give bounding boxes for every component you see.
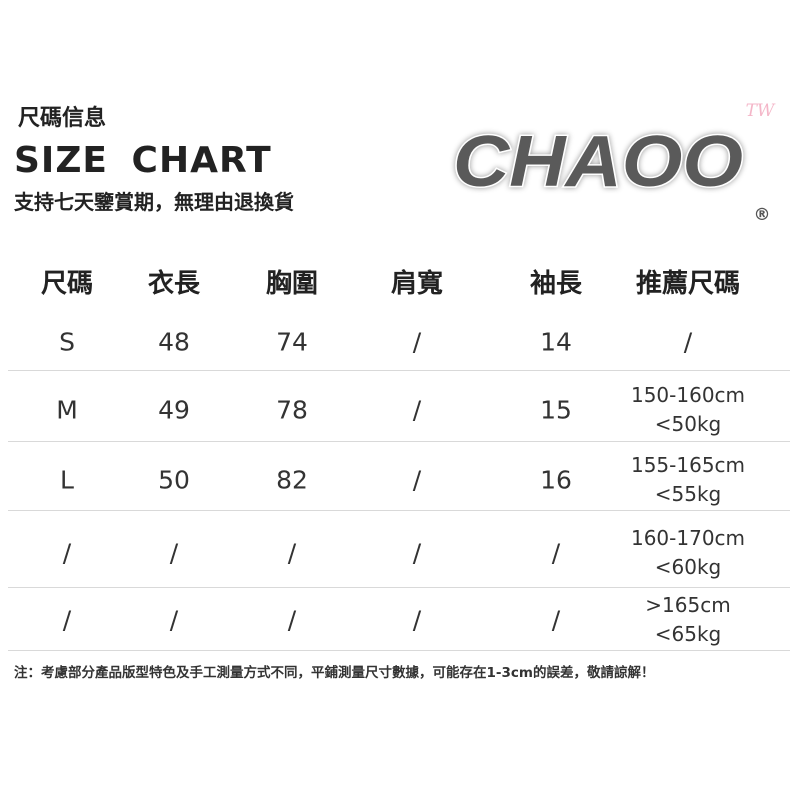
table-cell-sleeve: /	[551, 605, 561, 635]
row-divider	[8, 370, 790, 371]
table-cell-length: /	[169, 538, 179, 568]
table-cell-recommended: 155-165cm <55kg	[630, 453, 746, 506]
table-cell-sleeve: 16	[540, 465, 572, 495]
row-divider	[8, 650, 790, 651]
table-cell-length: /	[169, 605, 179, 635]
title-chinese: 尺碼信息	[18, 106, 107, 131]
column-header-length: 衣長	[147, 269, 201, 299]
table-cell-chest: 82	[276, 465, 308, 495]
column-header-size: 尺碼	[40, 269, 94, 299]
table-cell-chest: 78	[276, 395, 308, 425]
column-header-sleeve: 袖長	[529, 269, 583, 299]
table-cell-size: /	[62, 538, 72, 568]
table-cell-recommended: 160-170cm <60kg	[630, 526, 746, 579]
table-cell-size: M	[56, 395, 78, 425]
table-cell-chest: /	[287, 605, 297, 635]
table-cell-shoulder: /	[412, 538, 422, 568]
table-cell-sleeve: /	[551, 538, 561, 568]
footnote: 注：考慮部分產品版型特色及手工測量方式不同，平鋪測量尺寸數據，可能存在1-3cm…	[14, 665, 655, 681]
table-cell-length: 48	[158, 327, 190, 357]
table-cell-chest: 74	[276, 327, 308, 357]
table-cell-recommended: >165cm <65kg	[645, 593, 731, 646]
page-title: SIZE CHART	[14, 140, 272, 181]
table-cell-chest: /	[287, 538, 297, 568]
table-cell-size: L	[60, 465, 74, 495]
table-cell-sleeve: 15	[540, 395, 572, 425]
table-cell-recommended: 150-160cm <50kg	[630, 383, 746, 436]
table-cell-shoulder: /	[412, 327, 422, 357]
table-cell-length: 49	[158, 395, 190, 425]
column-header-chest: 胸圍	[265, 269, 319, 299]
subtitle: 支持七天鑒賞期，無理由退換貨	[14, 190, 294, 214]
table-cell-sleeve: 14	[540, 327, 572, 357]
column-header-recommended: 推薦尺碼	[635, 269, 741, 299]
table-cell-size: /	[62, 605, 72, 635]
table-cell-length: 50	[158, 465, 190, 495]
table-cell-recommended: /	[683, 327, 693, 357]
table-cell-shoulder: /	[412, 605, 422, 635]
table-cell-shoulder: /	[412, 395, 422, 425]
logo-wordmark: CHAOO	[453, 122, 743, 202]
row-divider	[8, 587, 790, 588]
table-cell-shoulder: /	[412, 465, 422, 495]
table-cell-size: S	[59, 327, 75, 357]
registered-mark: ®	[754, 205, 771, 224]
row-divider	[8, 441, 790, 442]
column-header-shoulder: 肩寬	[390, 269, 444, 299]
brand-logo: TW CHAOO ®	[452, 101, 776, 224]
logo-superscript: TW	[746, 101, 776, 121]
row-divider	[8, 510, 790, 511]
